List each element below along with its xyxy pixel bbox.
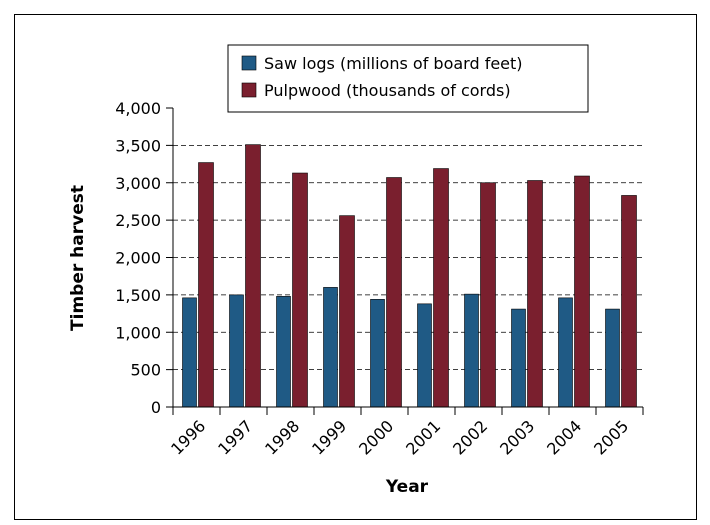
bar [480, 182, 496, 408]
bar [245, 144, 261, 408]
y-tick-label: 3,000 [115, 174, 161, 193]
bar [229, 294, 244, 408]
bar [574, 175, 590, 408]
bar [433, 168, 449, 408]
frame [14, 14, 697, 520]
y-tick-label: 2,000 [115, 249, 161, 268]
y-tick-label: 0 [151, 398, 161, 417]
y-axis-title: Timber harvest [68, 185, 88, 331]
legend-label: Saw logs (millions of board feet) [264, 54, 523, 73]
legend-swatch [241, 82, 257, 98]
bar [198, 162, 214, 408]
x-tick-label: 1999 [308, 416, 350, 458]
bar [292, 172, 308, 408]
bar [323, 287, 338, 408]
bar [386, 177, 402, 408]
legend-box [227, 44, 589, 113]
x-tick-label: 2001 [402, 416, 444, 458]
bar [339, 215, 355, 408]
bar [276, 296, 291, 408]
bar [417, 303, 432, 408]
x-tick-label: 1997 [214, 416, 256, 458]
y-tick-label: 1,500 [115, 286, 161, 305]
y-tick-label: 3,500 [115, 136, 161, 155]
bar [182, 297, 197, 408]
bar [558, 297, 573, 408]
x-tick-label: 2000 [355, 416, 397, 458]
x-tick-label: 2003 [496, 416, 538, 458]
bar [527, 180, 543, 408]
y-tick-label: 1,000 [115, 323, 161, 342]
y-tick-label: 4,000 [115, 99, 161, 118]
legend-label: Pulpwood (thousands of cords) [264, 81, 511, 100]
x-axis-title: Year [385, 477, 429, 497]
y-tick-label: 2,500 [115, 211, 161, 230]
bar [511, 308, 526, 408]
bar [621, 195, 637, 408]
x-tick-label: 1996 [167, 416, 209, 458]
legend-swatch [241, 55, 257, 71]
bar [464, 293, 479, 408]
x-tick-label: 2005 [590, 416, 632, 458]
x-tick-label: 2004 [543, 416, 585, 458]
x-tick-label: 2002 [449, 416, 491, 458]
bar [605, 308, 620, 408]
y-tick-label: 500 [130, 361, 161, 380]
x-tick-label: 1998 [261, 416, 303, 458]
bar [370, 299, 385, 408]
